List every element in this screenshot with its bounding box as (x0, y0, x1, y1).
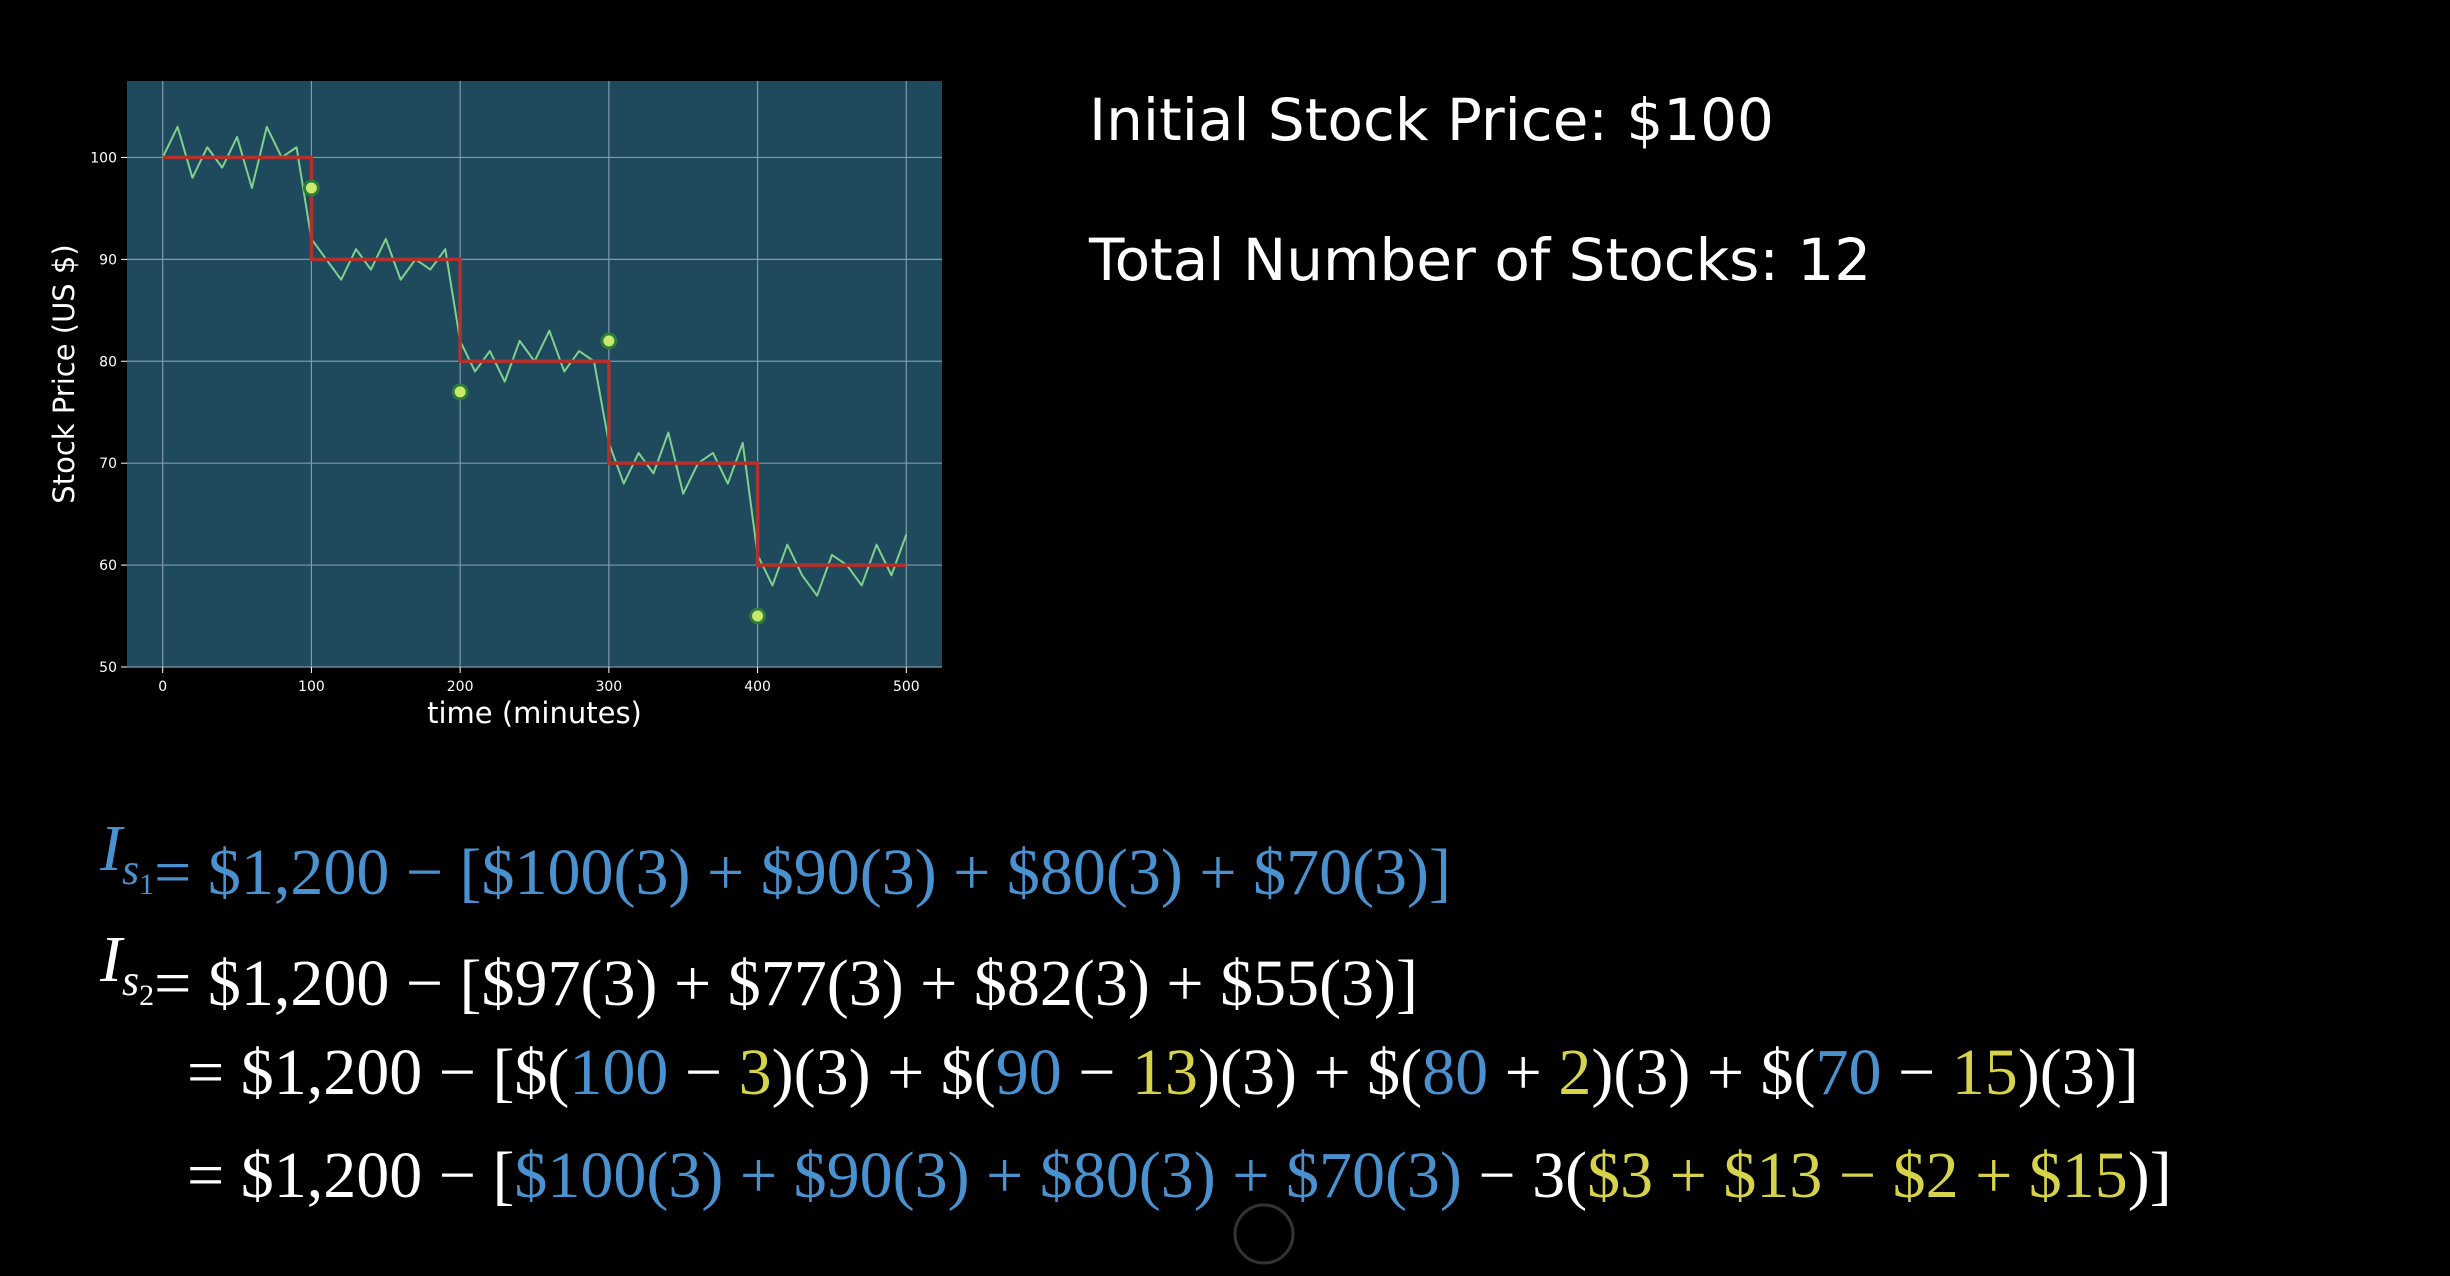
symbol: I (99, 923, 125, 996)
equation-segment: 100 (569, 1036, 668, 1109)
info-line: Initial Stock Price: $100 (1089, 86, 1774, 154)
equation-segment: )(3) + $( (772, 1036, 996, 1109)
point (302, 179, 320, 197)
equation-segment: 13 (1132, 1036, 1198, 1109)
equation: Is1= $1,200 − [$100(3) + $90(3) + $80(3)… (99, 812, 1451, 909)
point (749, 607, 767, 625)
equation-segment: + (1488, 1036, 1558, 1109)
x-tick-label: 100 (298, 679, 325, 695)
x-tick-label: 500 (893, 679, 920, 695)
x-tick-label: 0 (158, 679, 167, 695)
equation-segment: $100(3) + $90(3) + $80(3) + $70(3) (514, 1139, 1462, 1212)
symbol: I (99, 812, 125, 885)
y-tick-label: 90 (99, 252, 117, 268)
equation: = $1,200 − [$100(3) + $90(3) + $80(3) + … (187, 1139, 2172, 1212)
equation-segment: )(3) + $( (1591, 1036, 1815, 1109)
y-axis-label: Stock Price (US $) (47, 244, 81, 503)
info-line: Total Number of Stocks: 12 (1088, 226, 1871, 294)
x-tick-label: 400 (744, 679, 771, 695)
sub-subscript: 2 (139, 979, 154, 1012)
equation-segment: )(3) + $( (1198, 1036, 1422, 1109)
equation-segment: )(3)] (2018, 1036, 2139, 1109)
equation-segment: $3 + $13 − $2 + $15 (1587, 1139, 2128, 1212)
equation-segment: 70 (1816, 1036, 1882, 1109)
equation-segment: 80 (1422, 1036, 1488, 1109)
equation-segment: = $1,200 − [$( (187, 1036, 569, 1109)
subscript: s (122, 956, 139, 1005)
equation-segment: = $1,200 − [ (187, 1139, 514, 1212)
point (451, 383, 469, 401)
subscript: s (122, 845, 139, 894)
x-tick-label: 200 (447, 679, 474, 695)
equation-segment: 15 (1952, 1036, 2018, 1109)
equation-segment: − (668, 1036, 738, 1109)
sub-subscript: 1 (139, 868, 154, 901)
y-tick-label: 80 (99, 354, 117, 370)
equation: = $1,200 − [$(100 − 3)(3) + $(90 − 13)(3… (187, 1036, 2139, 1109)
equation: Is2= $1,200 − [$97(3) + $77(3) + $82(3) … (99, 923, 1418, 1020)
equation-segment: 3 (739, 1036, 772, 1109)
cursor (1233, 1203, 1295, 1265)
equation-segment: )] (2128, 1139, 2172, 1212)
equation-segment: = $1,200 − [$100(3) + $90(3) + $80(3) + … (154, 836, 1451, 909)
y-tick-label: 70 (99, 456, 117, 472)
y-tick-label: 60 (99, 558, 117, 574)
equation-segment: 2 (1558, 1036, 1591, 1109)
point (600, 332, 618, 350)
series-line (162, 155, 907, 567)
x-tick-label: 300 (595, 679, 622, 695)
equation-segment: − (1062, 1036, 1132, 1109)
y-tick-label: 50 (99, 660, 117, 676)
equation-segment: 90 (996, 1036, 1062, 1109)
equation-segment: − (1882, 1036, 1952, 1109)
y-tick-label: 100 (90, 150, 117, 166)
equation-segment: − 3( (1462, 1139, 1587, 1212)
x-axis-label: time (minutes) (427, 696, 642, 730)
equation-segment: = $1,200 − [$97(3) + $77(3) + $82(3) + $… (154, 947, 1418, 1020)
plot-area (127, 81, 942, 667)
